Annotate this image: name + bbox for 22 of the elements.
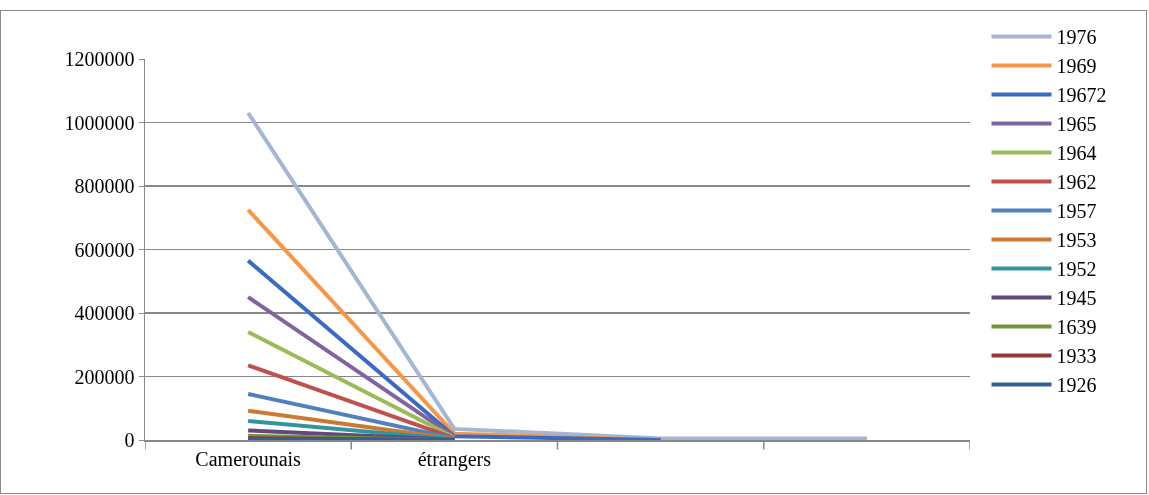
y-tick-label: 800000 (74, 175, 135, 197)
y-tick-label: 1200000 (64, 48, 135, 70)
y-tick-label: 1000000 (64, 111, 135, 134)
y-tick-label: 400000 (74, 302, 135, 324)
legend-label: 1933 (1056, 345, 1097, 368)
legend-label: 1953 (1056, 229, 1097, 252)
x-tick-label: Camerounais (195, 447, 302, 470)
legend-label: 1945 (1056, 287, 1097, 310)
y-tick-label: 0 (124, 429, 135, 451)
legend-label: 1965 (1056, 113, 1097, 136)
legend-label: 1926 (1056, 374, 1097, 397)
legend-label: 19672 (1056, 84, 1107, 107)
legend-label: 1962 (1056, 171, 1097, 194)
legend-label: 1969 (1056, 55, 1097, 78)
y-tick-label: 200000 (74, 365, 135, 388)
legend-label: 1964 (1056, 142, 1097, 165)
legend-label: 1639 (1056, 316, 1097, 339)
legend-label: 1976 (1056, 26, 1097, 49)
y-tick-label: 600000 (74, 238, 135, 261)
x-tick-label: étrangers (417, 447, 492, 471)
legend-label: 1957 (1056, 200, 1097, 223)
legend-label: 1952 (1056, 258, 1097, 281)
